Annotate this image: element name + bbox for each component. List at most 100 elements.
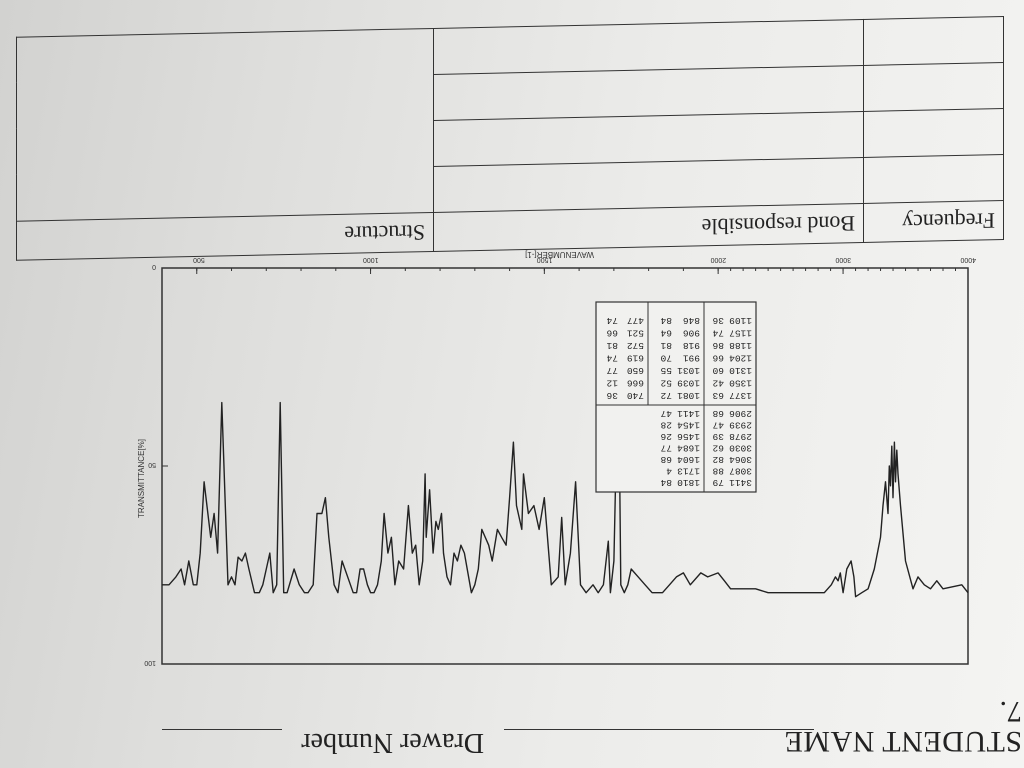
y-axis-label: TRANSMITTANCE[%] <box>137 439 146 518</box>
frequency-cell[interactable] <box>863 62 1004 112</box>
peak-table-cell: 62 <box>712 443 724 454</box>
peak-table-cell: 1310 <box>729 365 752 376</box>
peak-table-cell: 47 <box>661 408 672 419</box>
peak-table-cell: 1713 <box>677 466 700 477</box>
x-tick-label: 1500 <box>537 256 553 263</box>
x-tick-label: 4000 <box>960 256 976 263</box>
frequency-cell[interactable] <box>863 16 1004 66</box>
peak-table-cell: 3087 <box>729 466 752 477</box>
peak-table-cell: 619 <box>627 353 644 364</box>
peak-table-cell: 1810 <box>677 477 700 488</box>
peak-table-cell: 55 <box>660 365 672 376</box>
peak-table-cell: 2978 <box>729 431 752 442</box>
peak-table-cell: 1188 <box>729 340 752 351</box>
peak-table-cell: 918 <box>683 340 700 351</box>
frequency-column-header: Frequency <box>863 200 1004 243</box>
peak-table-cell: 42 <box>712 378 724 389</box>
peak-table-cell: 1604 <box>677 454 700 465</box>
peak-table-cell: 1411 <box>677 408 700 419</box>
peak-table-cell: 39 <box>712 431 724 442</box>
bond-cell[interactable] <box>433 157 864 213</box>
peak-table-cell: 28 <box>660 420 672 431</box>
peak-table-cell: 66 <box>606 328 618 339</box>
peak-table-cell: 86 <box>712 340 724 351</box>
peak-table-cell: 991 <box>683 353 700 364</box>
peak-table-box <box>595 301 757 493</box>
peak-table-cell: 84 <box>660 315 672 326</box>
answer-table: Frequency Bond responsible Structure <box>16 16 1004 261</box>
peak-table-cell: 1204 <box>729 353 752 364</box>
peak-table-cell: 650 <box>627 365 644 376</box>
y-tick-label: 100 <box>144 659 156 666</box>
peak-table-cell: 1081 <box>677 390 700 401</box>
peak-table-cell: 906 <box>683 328 700 339</box>
x-axis-ticks <box>196 268 969 274</box>
peak-table-cell: 82 <box>712 454 724 465</box>
peak-table-cell: 4 <box>666 466 672 477</box>
peak-table-cell: 846 <box>683 315 700 326</box>
peak-table-cell: 52 <box>660 378 672 389</box>
peak-table-cell: 1350 <box>729 378 752 389</box>
bond-cell[interactable] <box>433 65 864 121</box>
peak-table-cell: 572 <box>627 340 644 351</box>
peak-table-cell: 521 <box>627 328 644 339</box>
peak-table-cell: 84 <box>660 477 672 488</box>
peak-table-cell: 477 <box>627 315 644 326</box>
peak-table-cell: 2939 <box>729 420 752 431</box>
peak-table-cell: 1109 <box>729 315 752 326</box>
bond-cell[interactable] <box>433 19 864 75</box>
y-tick-label: 50 <box>148 461 156 468</box>
peak-table-cell: 3030 <box>729 443 752 454</box>
x-tick-label: 1000 <box>363 256 379 263</box>
x-tick-label: 500 <box>193 256 205 263</box>
peak-table: 3411 79 1810 84 3087 88 1713 4 3064 82 1604 68 3030 6… <box>595 301 757 493</box>
peak-table-cell: 2906 <box>729 408 752 419</box>
peak-table-cell: 74 <box>606 353 618 364</box>
peak-table-cell: 88 <box>712 466 724 477</box>
spectrum-series-line <box>162 346 969 598</box>
y-axis-ticks <box>162 267 168 665</box>
peak-table-cell: 64 <box>660 328 672 339</box>
peak-table-cell: 3064 <box>729 454 752 465</box>
x-tick-label: 2000 <box>710 256 726 263</box>
peak-table-cell: 1157 <box>729 328 752 339</box>
peak-table-cell: 77 <box>607 365 618 376</box>
peak-table-cell: 36 <box>606 390 618 401</box>
peak-table-cell: 74 <box>606 315 618 326</box>
peak-table-cell: 63 <box>712 390 724 401</box>
peak-table-cell: 70 <box>660 353 672 364</box>
bond-cell[interactable] <box>433 111 864 167</box>
peak-table-cell: 68 <box>660 454 672 465</box>
peak-table-cell: 77 <box>661 443 672 454</box>
peak-table-cell: 74 <box>712 328 724 339</box>
peak-table-rows: 3411 79 1810 84 3087 88 1713 4 3064 82 1604 68 3030 6… <box>606 315 752 488</box>
y-tick-label: 0 <box>152 263 156 270</box>
peak-table-cell: 68 <box>712 408 724 419</box>
x-tick-label: 3000 <box>835 256 851 263</box>
frequency-cell[interactable] <box>863 154 1004 204</box>
y-axis-tick-labels: 0 50 100 <box>144 263 156 666</box>
peak-table-cell: 740 <box>627 390 644 401</box>
peak-table-cell: 47 <box>713 420 724 431</box>
peak-table-cell: 36 <box>712 315 724 326</box>
peak-table-cell: 1031 <box>677 365 700 376</box>
peak-table-cell: 1456 <box>677 431 700 442</box>
peak-table-cell: 60 <box>712 365 724 376</box>
peak-table-cell: 666 <box>627 378 644 389</box>
plot-frame <box>161 267 969 665</box>
peak-table-cell: 1684 <box>677 443 700 454</box>
peak-table-cell: 3411 <box>729 477 752 488</box>
peak-table-cell: 1377 <box>729 390 752 401</box>
peak-table-cell: 1039 <box>677 378 700 389</box>
structure-cell[interactable] <box>16 28 434 222</box>
frequency-cell[interactable] <box>863 108 1004 158</box>
peak-table-cell: 81 <box>660 340 672 351</box>
peak-table-cell: 66 <box>712 353 724 364</box>
x-axis-label: WAVENUMBER[-1] <box>525 250 594 259</box>
peak-table-cell: 1454 <box>677 420 700 431</box>
x-axis-tick-labels: 4000 3000 2000 1500 1000 500 <box>193 256 976 263</box>
peak-table-cell: 79 <box>712 477 724 488</box>
peak-table-cell: 26 <box>660 431 672 442</box>
